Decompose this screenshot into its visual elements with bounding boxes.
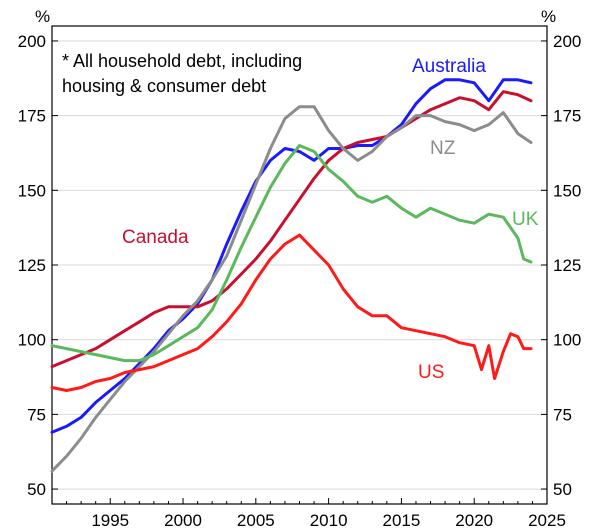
series-line-canada (50, 90, 533, 369)
x-tick-label: 1995 (91, 511, 129, 530)
series-line-us (50, 233, 533, 392)
series-line-australia (50, 78, 533, 434)
note-line-1: * All household debt, including (62, 51, 302, 71)
label-nz: NZ (430, 138, 456, 159)
gridlines (52, 40, 547, 490)
axis-ticks: 50 50 75 75 100 100 125 125 150 150 175 175 200 200 19… (18, 32, 582, 530)
y-tick-label-right: 50 (553, 480, 572, 499)
x-tick-label: 2000 (164, 511, 202, 530)
x-tick-label: 2010 (310, 511, 348, 530)
label-canada: Canada (122, 227, 189, 248)
y-tick-label-right: 150 (553, 181, 581, 200)
x-tick-label: 2025 (528, 511, 566, 530)
series-lines (50, 78, 533, 473)
y-tick-label-left: 150 (18, 181, 46, 200)
label-us: US (418, 362, 444, 383)
y-tick-label-left: 175 (18, 107, 46, 126)
y-tick-label-left: 50 (27, 480, 46, 499)
x-tick-label: 2015 (382, 511, 420, 530)
y-tick-label-right: 175 (553, 107, 581, 126)
note-line-2: housing & consumer debt (62, 76, 266, 96)
y-tick-label-left: 100 (18, 331, 46, 350)
label-australia: Australia (412, 56, 486, 77)
y-unit-left: % (35, 7, 50, 26)
y-tick-label-right: 125 (553, 256, 581, 275)
series-line-uk (50, 144, 533, 363)
y-tick-label-right: 75 (553, 405, 572, 424)
y-tick-label-right: 100 (553, 331, 581, 350)
y-tick-label-left: 125 (18, 256, 46, 275)
label-uk: UK (512, 209, 539, 230)
x-tick-label: 2005 (237, 511, 275, 530)
y-tick-label-left: 75 (27, 405, 46, 424)
series-line-nz (50, 105, 533, 473)
y-tick-label-left: 200 (18, 32, 46, 51)
y-tick-label-right: 200 (553, 32, 581, 51)
x-tick-label: 2020 (455, 511, 493, 530)
y-unit-right: % (541, 7, 556, 26)
